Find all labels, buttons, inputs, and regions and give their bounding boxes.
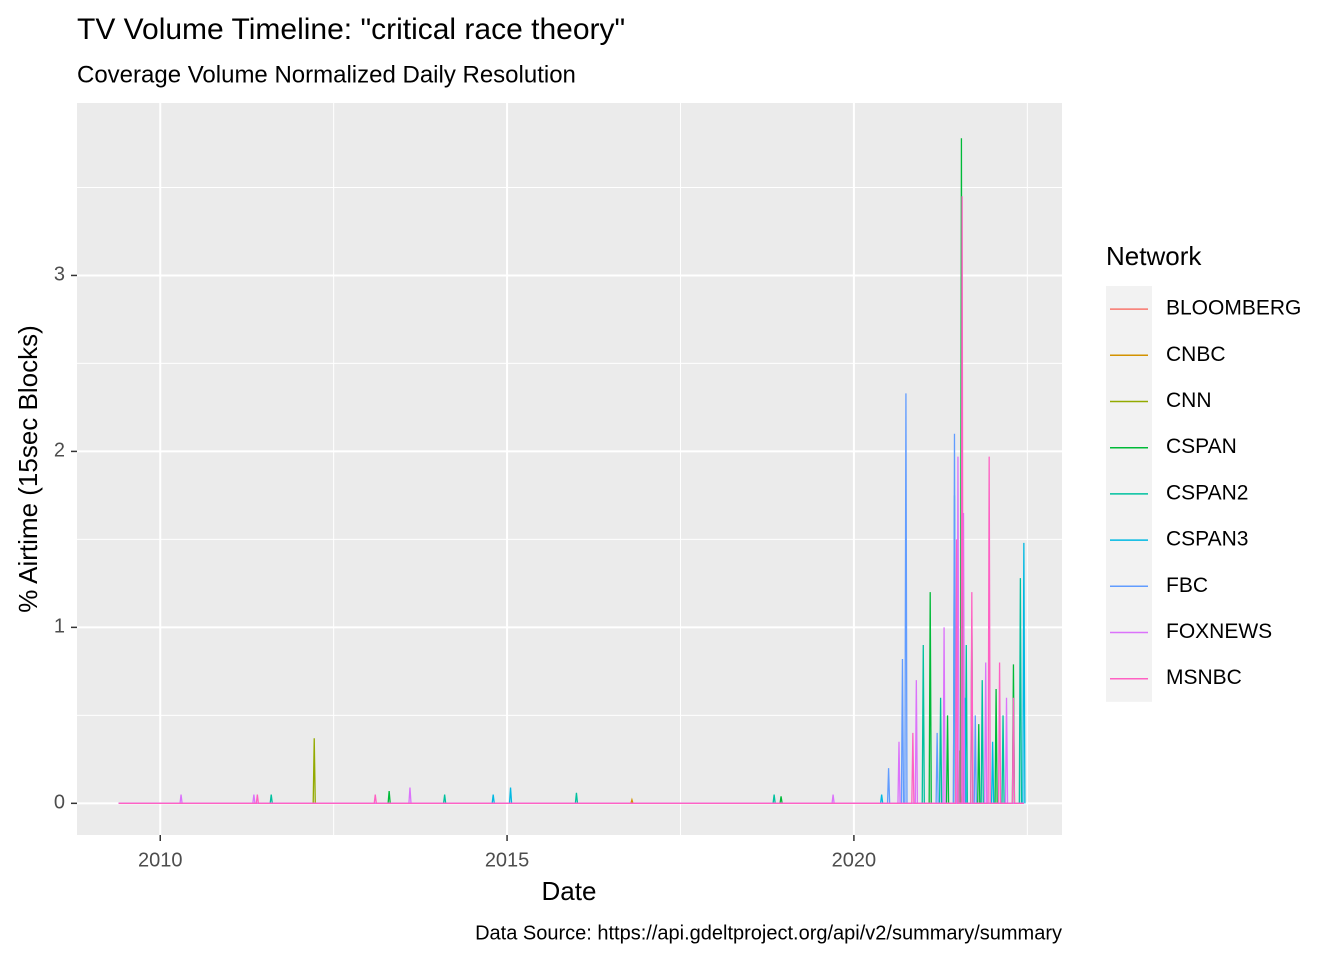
legend-label: MSNBC xyxy=(1166,666,1242,689)
legend-label: CSPAN3 xyxy=(1166,528,1248,551)
legend-label: CSPAN xyxy=(1166,435,1237,458)
legend-label: CNN xyxy=(1166,389,1212,412)
y-tick-label: 3 xyxy=(54,264,65,286)
chart-title: TV Volume Timeline: "critical race theor… xyxy=(77,13,625,46)
legend-label: BLOOMBERG xyxy=(1166,297,1301,320)
y-tick-label: 1 xyxy=(54,616,65,638)
series-line xyxy=(118,196,1024,804)
legend-label: FOXNEWS xyxy=(1166,620,1272,643)
y-tick-label: 0 xyxy=(54,792,65,814)
series-line xyxy=(118,495,1024,804)
legend-title: Network xyxy=(1106,241,1202,271)
panel xyxy=(77,103,1062,835)
legend-label: CNBC xyxy=(1166,343,1226,366)
x-tick-label: 2010 xyxy=(138,849,183,871)
x-tick-label: 2015 xyxy=(485,849,530,871)
legend-label: FBC xyxy=(1166,574,1208,597)
y-axis-title: % Airtime (15sec Blocks) xyxy=(13,325,43,613)
series-line xyxy=(118,456,1024,804)
series-line xyxy=(118,138,1024,804)
chart-subtitle: Coverage Volume Normalized Daily Resolut… xyxy=(77,61,576,88)
y-tick-label: 2 xyxy=(54,440,65,462)
x-tick-label: 2020 xyxy=(832,849,877,871)
legend-label: CSPAN2 xyxy=(1166,481,1248,504)
x-axis-title: Date xyxy=(542,876,597,906)
caption: Data Source: https://api.gdeltproject.or… xyxy=(475,922,1062,944)
